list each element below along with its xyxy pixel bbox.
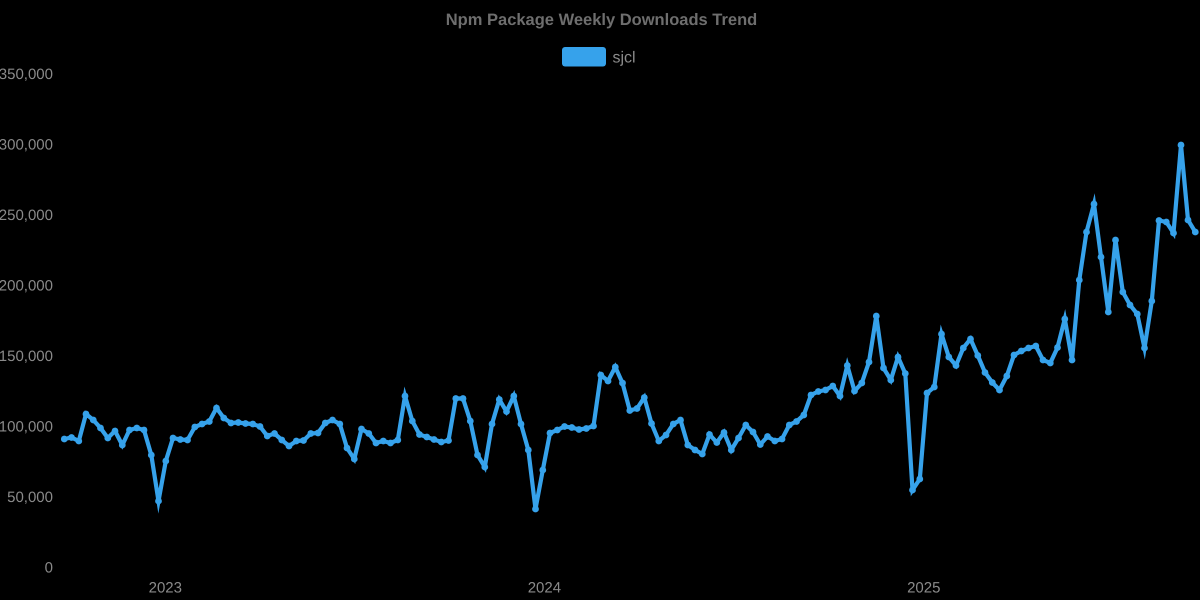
svg-text:150,000: 150,000 — [0, 348, 53, 365]
svg-text:250,000: 250,000 — [0, 207, 53, 224]
svg-text:350,000: 350,000 — [0, 66, 53, 83]
svg-text:50,000: 50,000 — [7, 489, 53, 506]
svg-text:2025: 2025 — [907, 580, 940, 597]
svg-text:0: 0 — [45, 560, 53, 577]
svg-text:100,000: 100,000 — [0, 419, 53, 436]
svg-text:Npm Package Weekly Downloads T: Npm Package Weekly Downloads Trend — [446, 11, 757, 29]
svg-text:sjcl: sjcl — [613, 50, 636, 67]
svg-text:2023: 2023 — [149, 580, 182, 597]
svg-text:300,000: 300,000 — [0, 136, 53, 153]
svg-text:2024: 2024 — [528, 580, 561, 597]
svg-text:200,000: 200,000 — [0, 277, 53, 294]
